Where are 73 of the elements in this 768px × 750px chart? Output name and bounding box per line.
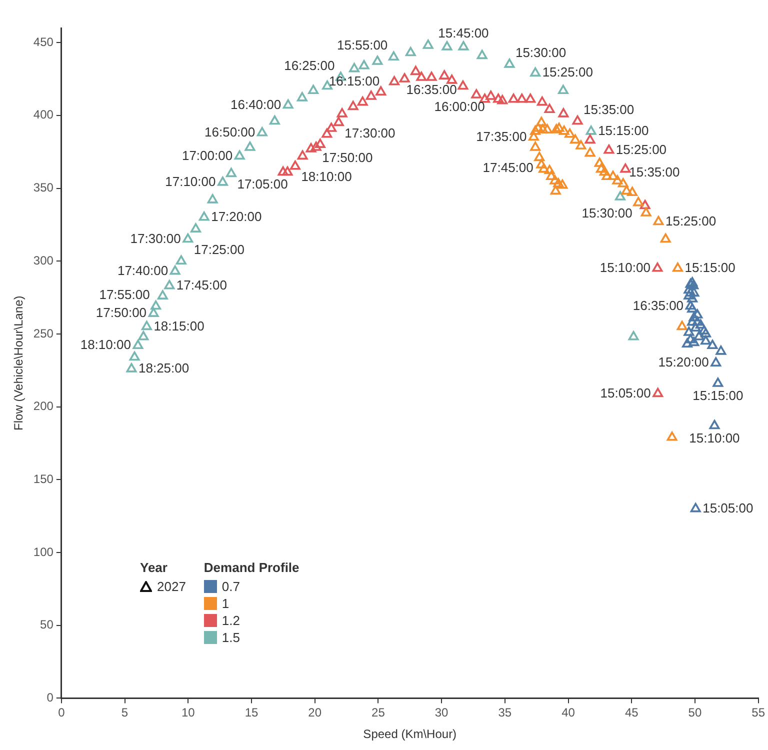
- annotation: 15:15:00: [692, 388, 744, 404]
- annotation: 2027: [157, 579, 186, 594]
- annotation: 17:10:00: [165, 174, 216, 190]
- annotation: 15:35:00: [584, 102, 634, 117]
- annotation: 15:30:00: [582, 205, 632, 220]
- y-tick-label: 50: [40, 618, 54, 632]
- annotation: 15:10:00: [600, 260, 650, 275]
- annotation: 15:05:00: [702, 500, 754, 516]
- y-tick-label: 400: [33, 108, 54, 122]
- annotation: 17:25:00: [194, 242, 244, 257]
- legend-label: 0.7: [222, 579, 240, 594]
- annotation: 17:50:00: [322, 150, 373, 166]
- annotation: 15:05:00: [600, 385, 651, 400]
- annotation: 17:20:00: [211, 208, 262, 224]
- x-tick-label: 55: [752, 706, 766, 720]
- annotation: 17:45:00: [176, 277, 227, 292]
- annotation: 17:05:00: [237, 176, 288, 192]
- y-tick-label: 150: [33, 472, 54, 486]
- y-tick-label: 100: [33, 544, 54, 559]
- x-tick-label: 10: [181, 706, 196, 720]
- x-tick-label: 25: [372, 706, 386, 720]
- legend-title: Demand Profile: [204, 560, 300, 575]
- annotation: 16:40:00: [230, 96, 282, 112]
- x-tick-label: 20: [308, 706, 322, 720]
- annotation: 15:25:00: [665, 213, 716, 228]
- annotation: 18:25:00: [138, 360, 190, 376]
- annotation: 16:15:00: [328, 73, 380, 88]
- annotation: 15:15:00: [684, 260, 736, 275]
- annotation: 15:35:00: [629, 164, 680, 180]
- annotation: 17:30:00: [344, 125, 396, 140]
- y-tick-label: 200: [33, 399, 54, 414]
- annotation: 15:25:00: [616, 142, 667, 157]
- annotation: 17:45:00: [482, 160, 534, 176]
- x-axis-title: Speed (Km\Hour): [363, 727, 457, 742]
- y-tick-label: 250: [33, 326, 54, 340]
- annotation: 18:15:00: [154, 318, 204, 334]
- legend-label: 1.2: [222, 613, 240, 628]
- x-tick-label: 15: [244, 706, 258, 720]
- annotation: 16:35:00: [632, 298, 684, 313]
- annotation: 17:35:00: [476, 128, 527, 144]
- annotation: 16:00:00: [434, 99, 485, 114]
- x-tick-label: 45: [624, 706, 639, 720]
- y-tick-label: 450: [33, 34, 54, 49]
- y-tick-label: 350: [33, 180, 54, 195]
- annotation: 17:00:00: [182, 148, 233, 163]
- annotation: 15:55:00: [337, 38, 388, 53]
- annotation: 15:25:00: [542, 64, 593, 80]
- x-tick-label: 40: [562, 706, 576, 720]
- annotation: 17:40:00: [117, 262, 168, 278]
- x-tick-label: 50: [688, 706, 702, 720]
- annotation: 15:15:00: [598, 123, 649, 138]
- annotation: 17:55:00: [99, 286, 150, 302]
- annotation: 17:50:00: [96, 305, 147, 320]
- annotation: 16:25:00: [284, 58, 335, 74]
- annotation: 15:10:00: [689, 430, 740, 446]
- annotation: 15:30:00: [515, 45, 566, 60]
- y-axis-title: Flow (Vehicle\Hour\Lane): [12, 296, 26, 430]
- annotation: 15:45:00: [438, 26, 489, 41]
- y-tick-label: 300: [33, 253, 54, 268]
- annotation: 18:10:00: [80, 337, 131, 352]
- x-tick-label: 35: [498, 706, 512, 720]
- x-tick-label: 0: [58, 706, 66, 720]
- legend-label: 1: [222, 596, 230, 611]
- annotation: 17:30:00: [130, 230, 181, 246]
- annotation: 16:50:00: [204, 124, 256, 140]
- y-tick-label: 0: [46, 690, 54, 705]
- x-tick-label: 30: [434, 706, 449, 720]
- annotation: 16:35:00: [406, 82, 457, 98]
- annotation: 18:10:00: [301, 168, 352, 184]
- annotation: Year: [140, 560, 168, 575]
- annotation: 15:20:00: [658, 354, 709, 370]
- legend-label: 1.5: [222, 630, 240, 645]
- x-tick-label: 5: [121, 706, 128, 720]
